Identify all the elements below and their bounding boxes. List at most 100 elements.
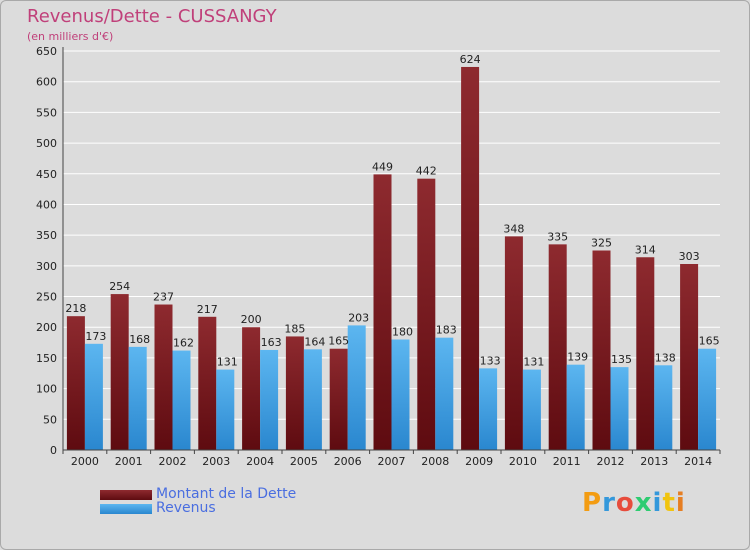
x-tick-label: 2008 bbox=[421, 455, 449, 468]
x-tick-label: 2011 bbox=[553, 455, 581, 468]
logo-letter: o bbox=[615, 488, 635, 518]
x-tick-label: 2002 bbox=[159, 455, 187, 468]
data-label-dette: 237 bbox=[153, 291, 174, 304]
data-label-revenus: 180 bbox=[392, 326, 413, 339]
bar-dette bbox=[66, 316, 85, 450]
y-tick-label: 150 bbox=[36, 352, 57, 365]
bar-revenus bbox=[435, 337, 454, 450]
y-tick-label: 550 bbox=[36, 106, 57, 119]
x-tick-label: 2006 bbox=[334, 455, 362, 468]
logo-letter: x bbox=[634, 488, 653, 518]
bar-revenus bbox=[347, 325, 366, 450]
bar-revenus bbox=[566, 364, 585, 450]
bar-revenus bbox=[84, 343, 103, 450]
y-tick-label: 100 bbox=[36, 383, 57, 396]
legend-label-revenus: Revenus bbox=[156, 500, 216, 516]
bar-revenus bbox=[172, 350, 191, 450]
bar-dette bbox=[592, 250, 611, 450]
y-tick-label: 350 bbox=[36, 229, 57, 242]
data-label-revenus: 135 bbox=[611, 353, 632, 366]
data-label-revenus: 183 bbox=[436, 324, 457, 337]
data-label-revenus: 138 bbox=[655, 351, 676, 364]
data-label-dette: 442 bbox=[416, 165, 437, 178]
x-tick-label: 2001 bbox=[115, 455, 143, 468]
data-label-revenus: 164 bbox=[304, 335, 325, 348]
bar-revenus bbox=[128, 346, 147, 450]
data-label-dette: 185 bbox=[284, 322, 305, 335]
bar-dette bbox=[242, 327, 261, 450]
x-tick-label: 2003 bbox=[202, 455, 230, 468]
y-tick-label: 250 bbox=[36, 291, 57, 304]
data-label-revenus: 131 bbox=[217, 356, 238, 369]
logo-letter: i bbox=[652, 488, 663, 518]
bar-dette bbox=[198, 316, 217, 450]
data-label-dette: 314 bbox=[635, 243, 656, 256]
data-label-revenus: 131 bbox=[523, 356, 544, 369]
legend-item-revenus: Revenus bbox=[100, 500, 460, 518]
proxiti-logo: Proxiti bbox=[582, 488, 686, 518]
bar-revenus bbox=[522, 369, 541, 450]
data-label-dette: 348 bbox=[503, 222, 524, 235]
x-tick-label: 2005 bbox=[290, 455, 318, 468]
chart-title: Revenus/Dette - CUSSANGY bbox=[27, 6, 277, 27]
data-label-dette: 325 bbox=[591, 237, 612, 250]
data-label-revenus: 173 bbox=[85, 330, 106, 343]
bar-dette bbox=[417, 178, 436, 450]
bar-dette bbox=[461, 66, 480, 451]
logo-letter: r bbox=[602, 488, 616, 518]
bar-dette bbox=[504, 236, 523, 450]
bar-dette bbox=[154, 304, 173, 450]
legend-item-dette: Montant de la Dette bbox=[100, 486, 460, 504]
bar-dette bbox=[329, 348, 348, 450]
data-label-dette: 335 bbox=[547, 230, 568, 243]
legend-label-dette: Montant de la Dette bbox=[156, 486, 297, 502]
logo-letter: P bbox=[582, 488, 603, 518]
y-tick-label: 650 bbox=[36, 45, 57, 58]
data-label-dette: 217 bbox=[197, 303, 218, 316]
bar-revenus bbox=[303, 349, 322, 450]
data-label-revenus: 133 bbox=[480, 354, 501, 367]
data-label-dette: 303 bbox=[679, 250, 700, 263]
bar-revenus bbox=[610, 367, 629, 450]
bar-dette bbox=[373, 174, 392, 451]
x-tick-label: 2010 bbox=[509, 455, 537, 468]
data-label-revenus: 165 bbox=[699, 335, 720, 348]
data-label-dette: 449 bbox=[372, 160, 393, 173]
y-tick-label: 0 bbox=[50, 444, 57, 457]
y-tick-label: 450 bbox=[36, 168, 57, 181]
bar-revenus bbox=[698, 348, 717, 450]
data-label-revenus: 168 bbox=[129, 333, 150, 346]
data-label-dette: 218 bbox=[65, 302, 86, 315]
x-tick-label: 2013 bbox=[640, 455, 668, 468]
data-label-dette: 165 bbox=[328, 335, 349, 348]
logo-letter: i bbox=[675, 488, 686, 518]
y-tick-label: 500 bbox=[36, 137, 57, 150]
y-tick-label: 300 bbox=[36, 260, 57, 273]
bar-revenus bbox=[479, 368, 498, 450]
x-tick-label: 2007 bbox=[378, 455, 406, 468]
data-label-revenus: 139 bbox=[567, 351, 588, 364]
y-tick-label: 200 bbox=[36, 321, 57, 334]
y-tick-label: 600 bbox=[36, 76, 57, 89]
y-tick-label: 400 bbox=[36, 198, 57, 211]
bar-dette bbox=[548, 244, 567, 450]
x-tick-label: 2014 bbox=[684, 455, 712, 468]
data-label-revenus: 163 bbox=[261, 336, 282, 349]
data-label-revenus: 203 bbox=[348, 311, 369, 324]
bar-dette bbox=[680, 264, 699, 450]
bar-dette bbox=[285, 336, 304, 450]
bar-revenus bbox=[260, 349, 279, 450]
y-tick-label: 50 bbox=[43, 413, 57, 426]
logo-letter: t bbox=[662, 488, 676, 518]
bar-dette bbox=[110, 294, 129, 450]
legend-swatch-revenus bbox=[100, 504, 152, 514]
chart-subtitle: (en milliers d'€) bbox=[27, 30, 114, 43]
data-label-dette: 254 bbox=[109, 280, 130, 293]
x-tick-label: 2012 bbox=[597, 455, 625, 468]
bar-revenus bbox=[391, 339, 410, 450]
bar-revenus bbox=[654, 365, 673, 450]
data-label-dette: 624 bbox=[460, 53, 481, 66]
x-tick-label: 2000 bbox=[71, 455, 99, 468]
data-label-dette: 200 bbox=[241, 313, 262, 326]
